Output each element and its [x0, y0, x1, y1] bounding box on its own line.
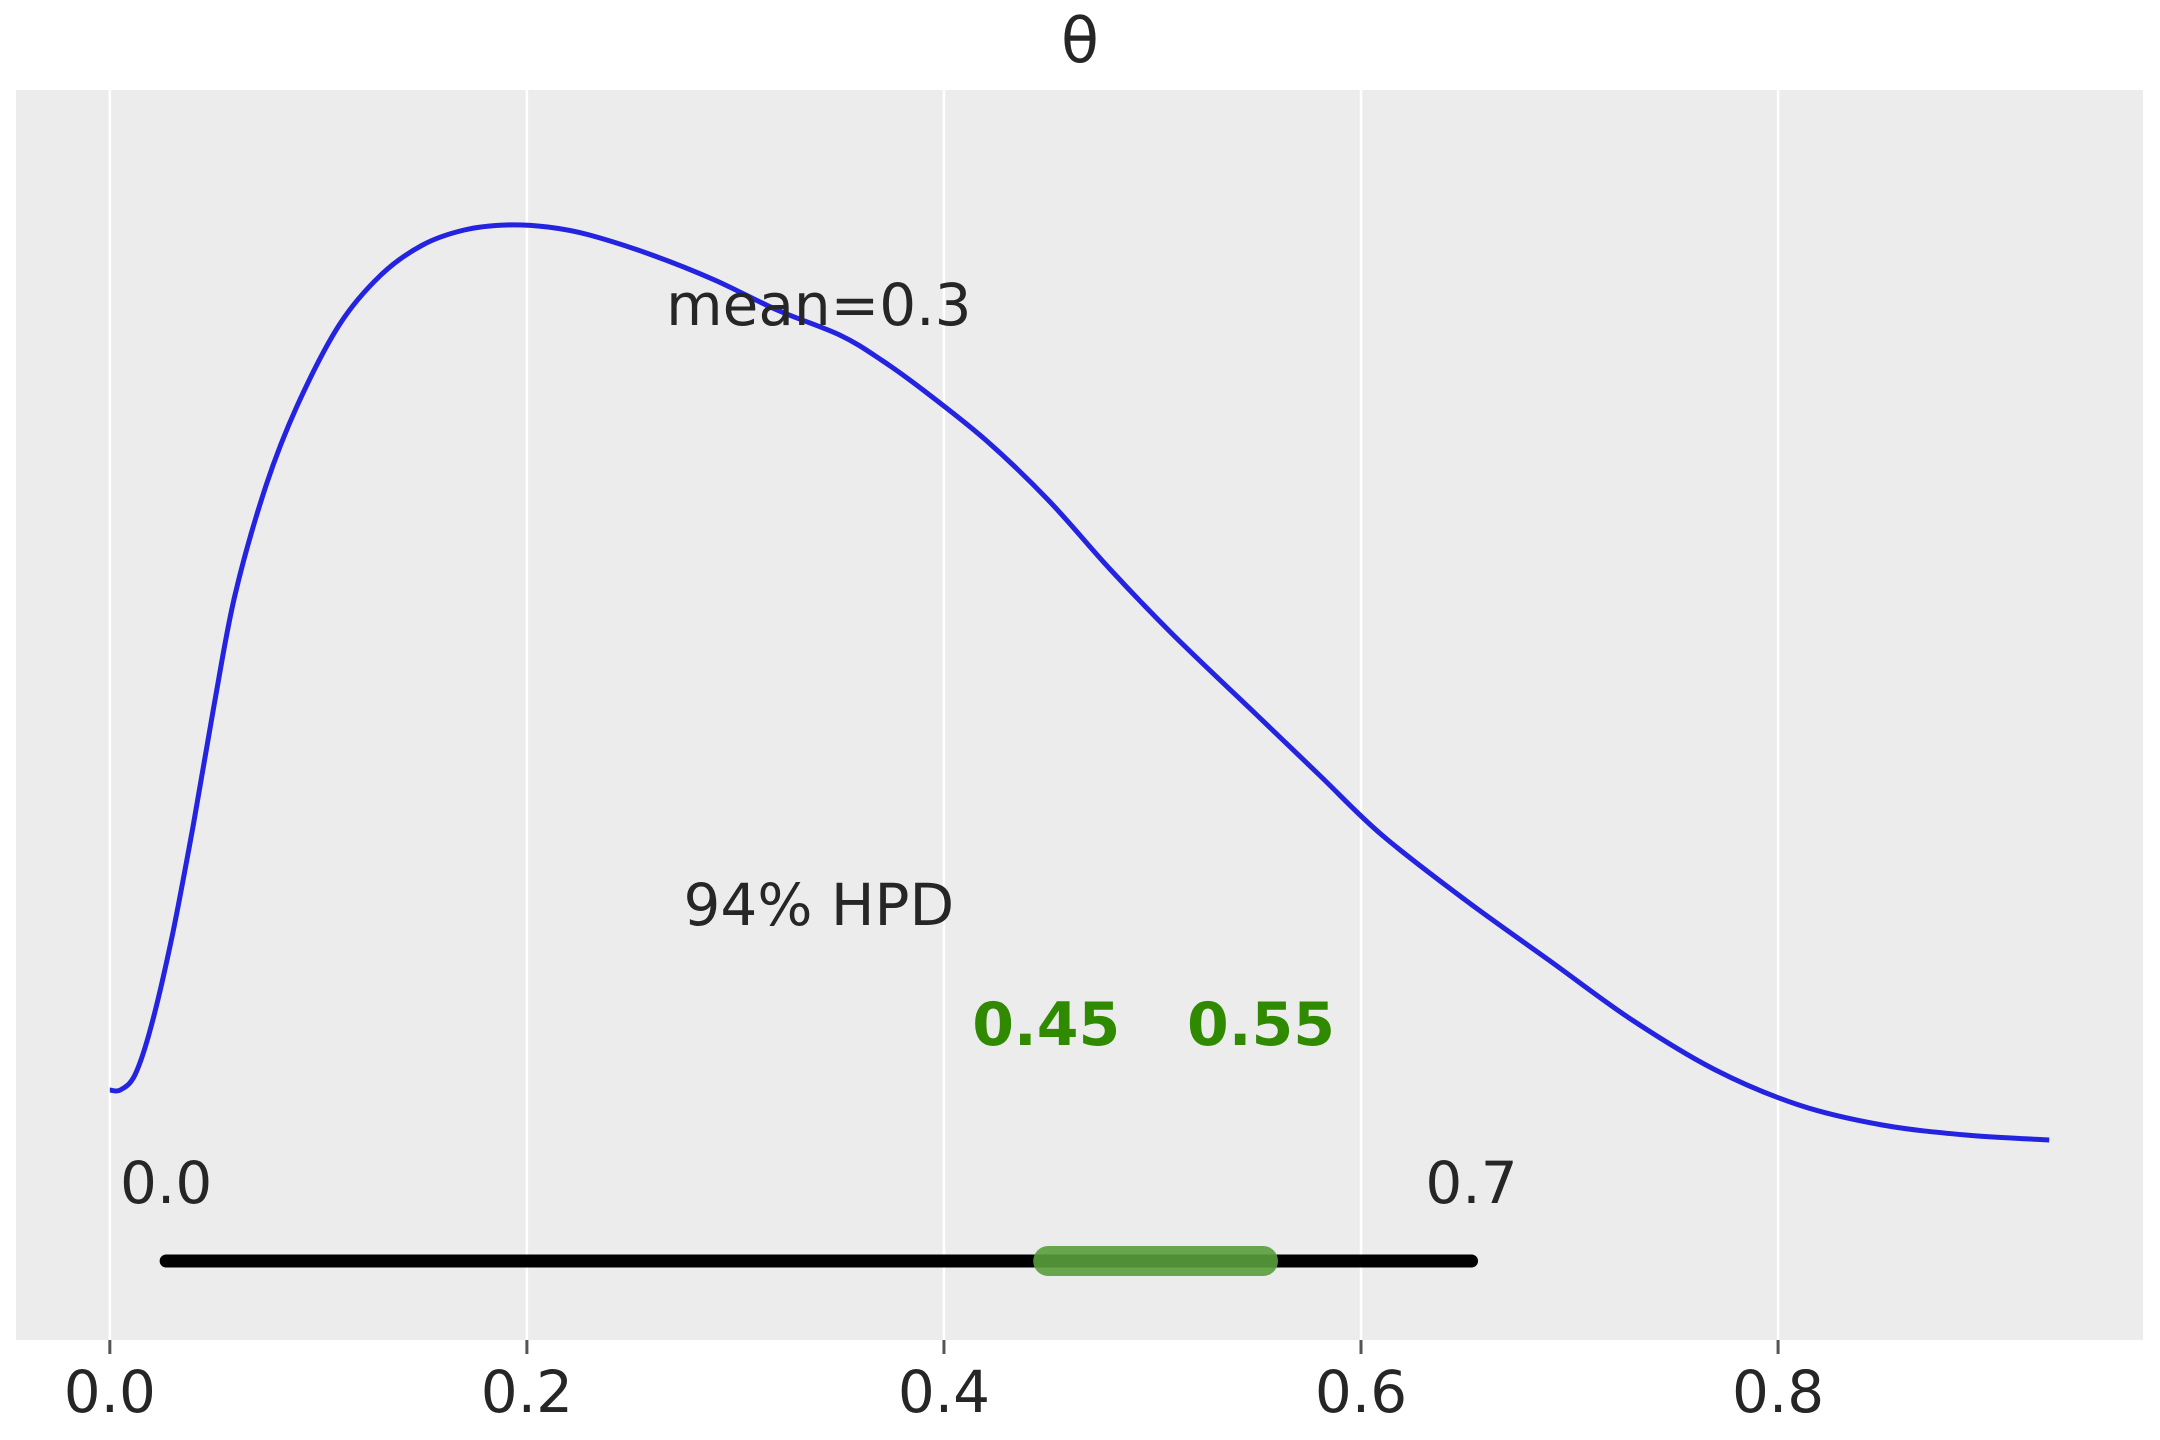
chart-title: θ — [1061, 4, 1099, 77]
x-grid — [108, 90, 1780, 1340]
mean-label: mean=0.3 — [666, 271, 971, 339]
rope-lower-label: 0.45 — [972, 990, 1120, 1060]
hpd-upper-label: 0.7 — [1425, 1149, 1517, 1217]
x-tick-label: 0.2 — [481, 1358, 573, 1426]
x-axis: 0.0 0.2 0.4 0.6 0.8 — [64, 1340, 1824, 1426]
x-tick-label: 0.8 — [1732, 1358, 1824, 1426]
x-tick-label: 0.0 — [64, 1358, 156, 1426]
plot-background — [16, 90, 2143, 1340]
x-tick-label: 0.4 — [898, 1358, 990, 1426]
rope-upper-label: 0.55 — [1187, 990, 1335, 1060]
hpd-label: 94% HPD — [684, 871, 955, 939]
posterior-density-line — [109, 222, 2050, 1143]
x-tick-label: 0.6 — [1315, 1358, 1407, 1426]
hpd-lower-label: 0.0 — [120, 1149, 212, 1217]
